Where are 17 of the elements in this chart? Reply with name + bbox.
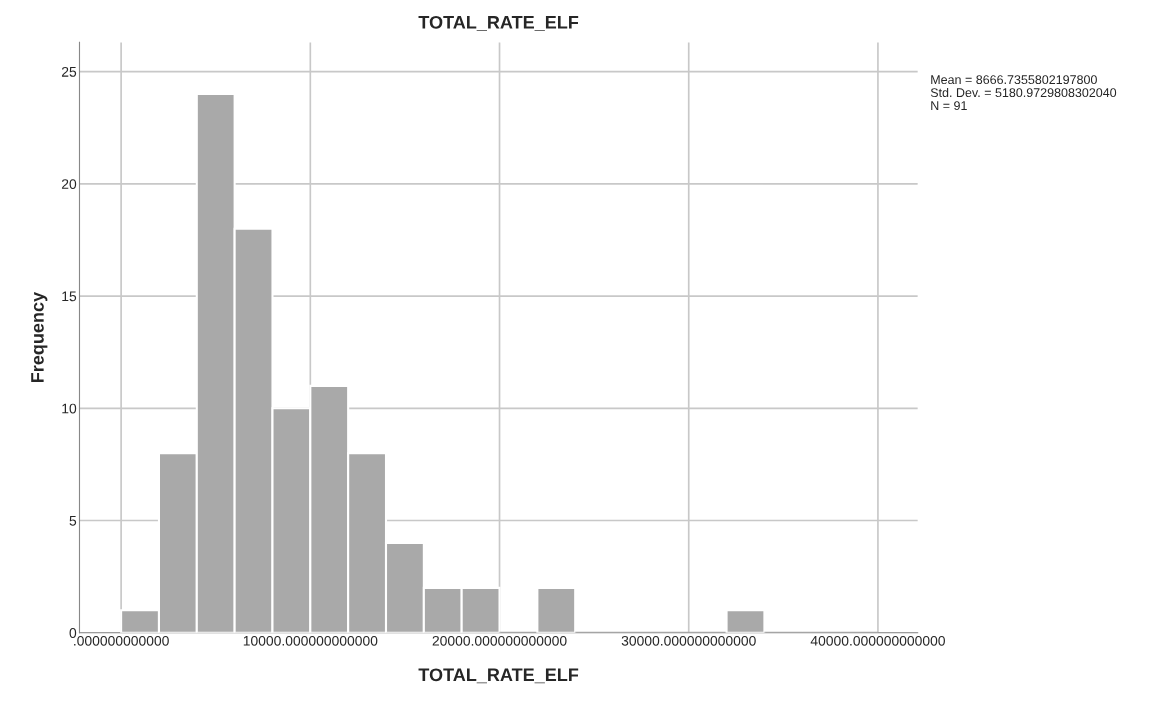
x-tick-label: 30000.000000000000 <box>621 635 756 646</box>
text: Mean = 8666.7355802197800 <box>931 75 1097 85</box>
chart-title: TOTAL_RATE_ELF <box>418 15 579 31</box>
y-tick-label: 15 <box>62 291 77 302</box>
y-tick-label: 25 <box>61 66 77 77</box>
y-tick-label: 5 <box>69 516 77 526</box>
x-tick-label: 40000.000000000000 <box>810 635 945 646</box>
text: Std. Dev. = 5180.9729808302040 <box>930 87 1117 98</box>
x-tick-label: 10000.000000000000 <box>243 635 378 646</box>
y-tick-label: 20 <box>61 179 77 189</box>
y-tick-label: 10 <box>62 403 77 414</box>
x-tick-label: 20000.000000000000 <box>432 635 567 646</box>
x-axis-title: TOTAL_RATE_ELF <box>418 668 579 684</box>
text: N = 91 <box>931 101 967 111</box>
y-axis-title: Frequency <box>31 292 48 383</box>
x-tick-label: .000000000000 <box>74 635 169 646</box>
y-tick-label: 0 <box>69 628 77 638</box>
